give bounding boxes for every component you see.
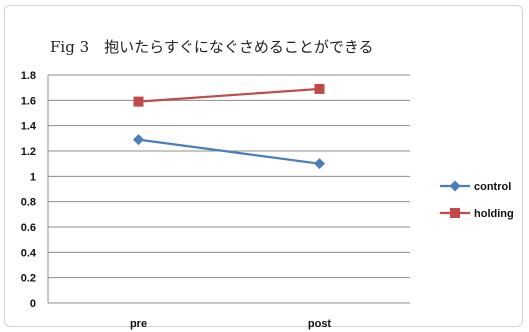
- legend-entry-control: control: [440, 180, 511, 193]
- x-axis-ticks: pre post: [130, 318, 332, 330]
- y-tick-label: 0.6: [21, 222, 36, 234]
- legend-entry-holding: holding: [440, 208, 514, 220]
- holding-point: [133, 96, 144, 107]
- y-tick-label: 0.2: [21, 273, 36, 285]
- y-tick-label: 1.6: [21, 95, 36, 107]
- legend-marker: [450, 208, 460, 218]
- y-tick-label: 0.4: [21, 247, 37, 259]
- chart-frame: [4, 5, 523, 327]
- y-tick-label: 1.2: [21, 146, 36, 158]
- legend-marker: [449, 180, 461, 192]
- series-control: [133, 134, 325, 170]
- y-tick-label: 1: [30, 171, 36, 183]
- gridlines: [47, 74, 410, 304]
- chart-title: Fig 3 抱いたらすぐになぐさめることができる: [50, 38, 374, 56]
- y-tick-label: 0.8: [21, 197, 36, 209]
- control-point: [133, 134, 144, 146]
- x-tick-label: post: [308, 318, 332, 330]
- y-tick-label: 1.8: [21, 70, 36, 82]
- series-layer: [133, 83, 325, 170]
- legend: control holding: [440, 180, 514, 220]
- legend-label: holding: [474, 208, 514, 220]
- holding-line: [138, 87, 320, 103]
- control-line: [138, 138, 320, 165]
- legend-label: control: [474, 181, 511, 193]
- holding-point: [314, 83, 325, 94]
- y-tick-label: 1.4: [21, 121, 37, 133]
- y-tick-label: 0: [30, 298, 36, 310]
- series-holding: [133, 83, 325, 107]
- control-point: [314, 158, 325, 170]
- y-axis-ticks: 0 0.2 0.4 0.6 0.8 1 1.2 1.4 1.6 1.8: [21, 70, 37, 310]
- x-tick-label: pre: [130, 318, 147, 330]
